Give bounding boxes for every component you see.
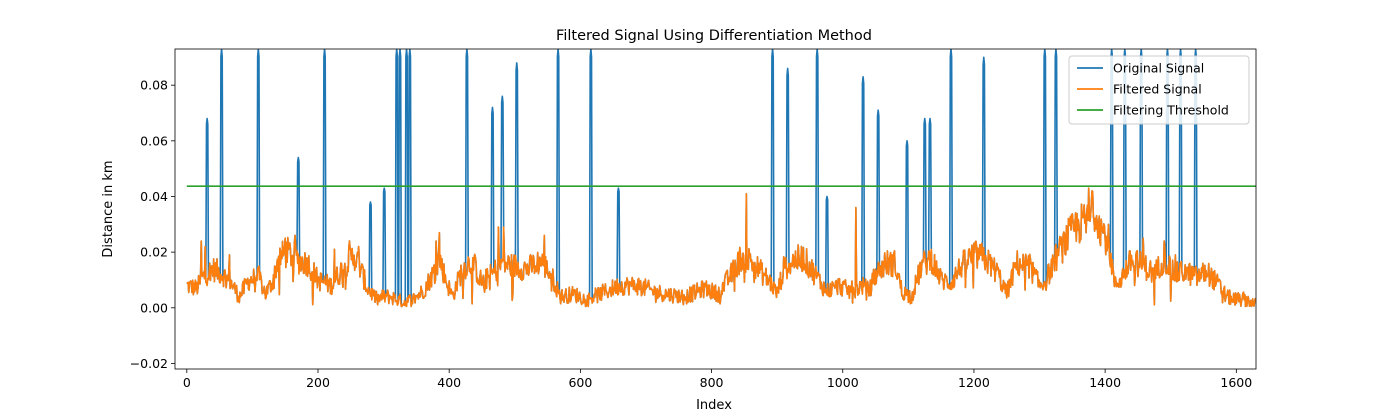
x-tick-label: 0 (183, 375, 191, 390)
chart-title: Filtered Signal Using Differentiation Me… (556, 28, 872, 44)
legend-label: Original Signal (1113, 61, 1204, 76)
x-tick-label: 1200 (958, 375, 990, 390)
y-tick-label: −0.02 (130, 356, 168, 371)
legend-label: Filtering Threshold (1113, 103, 1229, 118)
x-tick-label: 400 (437, 375, 461, 390)
legend-label: Filtered Signal (1113, 82, 1202, 97)
legend-box (1068, 55, 1250, 125)
x-tick-label: 600 (568, 375, 592, 390)
series-layer (186, 49, 1256, 308)
x-tick-label: 800 (700, 375, 724, 390)
x-tick-label: 1400 (1089, 375, 1121, 390)
y-tick-label: 0.06 (140, 133, 168, 148)
x-tick-label: 1600 (1220, 375, 1252, 390)
y-tick-label: 0.02 (140, 245, 168, 260)
series-filtered-signal-line (186, 187, 1256, 308)
y-tick-label: 0.00 (140, 300, 168, 315)
x-tick-label: 1000 (827, 375, 859, 390)
y-tick-label: 0.04 (140, 189, 168, 204)
legend: Original Signal Filtered Signal Filtering … (1068, 55, 1250, 125)
y-axis-label: Distance in km (101, 160, 116, 257)
x-axis-label: Index (696, 398, 732, 413)
x-tick-label: 200 (306, 375, 330, 390)
y-axis: −0.02 0.00 0.02 0.04 0.06 0.08 (130, 78, 175, 371)
y-tick-label: 0.08 (140, 78, 168, 93)
x-axis: 0 200 400 600 800 1000 1200 1400 1600 (183, 369, 1252, 390)
plot-frame (174, 48, 1257, 370)
